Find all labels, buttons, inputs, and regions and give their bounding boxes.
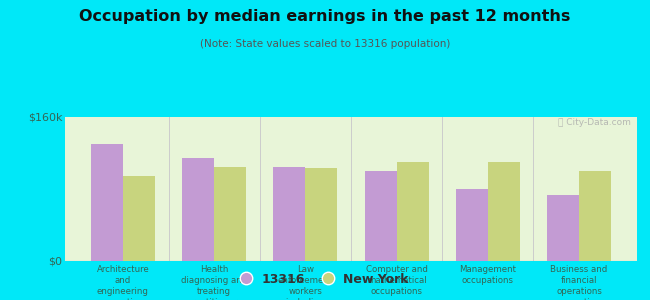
Bar	[396, 162, 428, 261]
Text: Occupation by median earnings in the past 12 months: Occupation by median earnings in the pas…	[79, 9, 571, 24]
Text: ⓒ City-Data.com: ⓒ City-Data.com	[558, 118, 631, 127]
Bar	[547, 195, 579, 261]
Bar	[182, 158, 214, 261]
Bar	[123, 176, 155, 261]
Bar	[579, 171, 611, 261]
Legend: 13316, New York: 13316, New York	[236, 268, 414, 291]
Bar	[365, 171, 396, 261]
Bar	[488, 162, 520, 261]
Bar	[306, 168, 337, 261]
Text: (Note: State values scaled to 13316 population): (Note: State values scaled to 13316 popu…	[200, 39, 450, 49]
Bar	[456, 189, 488, 261]
Bar	[274, 167, 305, 261]
Bar	[91, 144, 123, 261]
Bar	[214, 167, 246, 261]
